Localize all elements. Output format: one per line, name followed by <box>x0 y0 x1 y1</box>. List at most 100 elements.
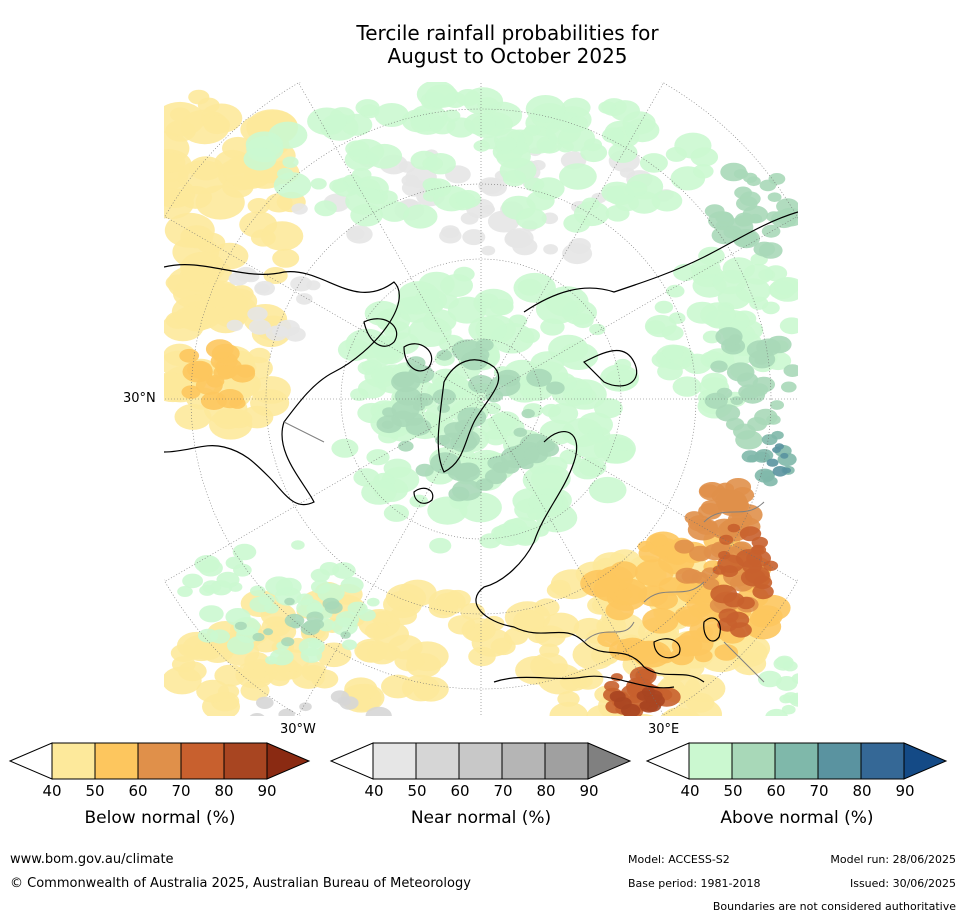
wet-shading <box>711 226 737 245</box>
dry-shading <box>660 707 700 716</box>
wet-shading <box>227 635 254 655</box>
wet-shading <box>310 568 330 583</box>
wet-shading <box>367 597 380 607</box>
wet-shading <box>639 153 668 173</box>
wet-shading <box>282 156 299 168</box>
dry-shading <box>229 364 256 383</box>
wet-shading <box>598 101 617 114</box>
wet-shading <box>491 525 511 540</box>
dry-shading <box>272 248 300 268</box>
wet-shading <box>425 84 459 108</box>
wet-shading <box>350 388 369 401</box>
wet-shading <box>265 576 293 596</box>
wet-shading <box>263 628 274 636</box>
wet-shading <box>747 454 758 463</box>
dry-shading <box>714 644 739 661</box>
near-normal-shading <box>247 306 268 322</box>
wet-shading <box>513 427 528 437</box>
longitude-label-30e: 30°E <box>648 722 680 737</box>
dry-shading <box>164 187 194 219</box>
dry-shading <box>614 697 632 710</box>
wet-shading <box>758 242 783 259</box>
dry-shading <box>344 677 378 701</box>
wet-shading <box>775 655 794 669</box>
above-tick-60: 60 <box>766 782 786 800</box>
wet-shading <box>662 345 684 361</box>
wet-shading <box>559 449 582 465</box>
dry-shading <box>244 652 269 670</box>
wet-shading <box>216 571 240 588</box>
wet-shading <box>654 300 674 314</box>
wet-shading <box>772 466 788 477</box>
wet-shading <box>522 465 564 495</box>
above-tick-90: 90 <box>895 782 915 800</box>
wet-shading <box>484 429 508 446</box>
near-normal-shading <box>512 237 538 256</box>
boundaries-disclaimer: Boundaries are not considered authoritat… <box>712 900 956 913</box>
near-normal-shading <box>235 266 257 282</box>
near-swatch-3 <box>501 742 546 780</box>
near-normal-shading <box>249 713 265 716</box>
dry-shading <box>291 665 325 689</box>
wet-shading <box>452 479 482 501</box>
wet-shading <box>366 143 403 169</box>
coastline <box>493 675 675 689</box>
copyright-text: © Commonwealth of Australia 2025, Austra… <box>10 876 471 891</box>
wet-shading <box>735 430 763 450</box>
wet-shading <box>396 297 421 315</box>
dry-shading <box>687 519 719 541</box>
wet-shading <box>234 621 247 631</box>
wet-shading <box>574 433 612 460</box>
coastline <box>703 617 721 642</box>
dry-shading <box>737 596 755 610</box>
dry-shading <box>263 267 288 284</box>
wet-shading <box>502 170 527 187</box>
wet-shading <box>455 190 482 209</box>
dry-shading <box>632 640 672 668</box>
wet-shading <box>524 124 541 136</box>
wet-shading <box>447 463 473 482</box>
coastline <box>403 343 433 372</box>
wet-shading <box>558 342 599 371</box>
near-normal-shading <box>481 178 507 197</box>
dry-shading <box>203 115 231 135</box>
wet-shading <box>661 325 684 341</box>
wet-shading <box>314 200 337 217</box>
above-tick-40: 40 <box>680 782 700 800</box>
rainfall-map[interactable] <box>164 82 798 716</box>
wet-shading <box>558 125 596 152</box>
near-normal-shading <box>285 327 306 342</box>
wet-shading <box>277 168 294 180</box>
wet-shading <box>413 288 447 312</box>
wet-shading <box>331 617 358 636</box>
chart-title: Tercile rainfall probabilities for Augus… <box>0 22 965 68</box>
wet-shading <box>657 362 683 381</box>
dry-shading <box>428 597 458 619</box>
dry-shading <box>164 152 186 173</box>
wet-shading <box>666 284 685 298</box>
title-line-1: Tercile rainfall probabilities for <box>356 21 659 45</box>
wet-shading <box>500 460 520 474</box>
website-link[interactable]: www.bom.gov.au/climate <box>10 852 174 867</box>
wet-shading <box>588 476 627 504</box>
below-swatch-2 <box>137 742 182 780</box>
wet-shading <box>440 274 473 297</box>
dry-shading <box>596 615 627 637</box>
wet-shading <box>429 537 452 554</box>
wet-shading <box>780 452 789 459</box>
wet-shading <box>284 613 305 628</box>
wet-shading <box>734 212 755 227</box>
below-tick-90: 90 <box>257 782 277 800</box>
dry-shading <box>240 680 270 701</box>
wet-shading <box>296 593 314 606</box>
dry-shading <box>196 679 229 703</box>
below-tick-40: 40 <box>42 782 62 800</box>
wet-shading <box>225 608 251 626</box>
wet-shading <box>473 140 490 152</box>
above-low-extension <box>645 742 690 780</box>
above-swatch-1 <box>731 742 776 780</box>
wet-shading <box>252 632 265 642</box>
wet-shading <box>779 317 798 335</box>
wet-shading <box>743 263 773 285</box>
dry-shading <box>698 482 726 501</box>
